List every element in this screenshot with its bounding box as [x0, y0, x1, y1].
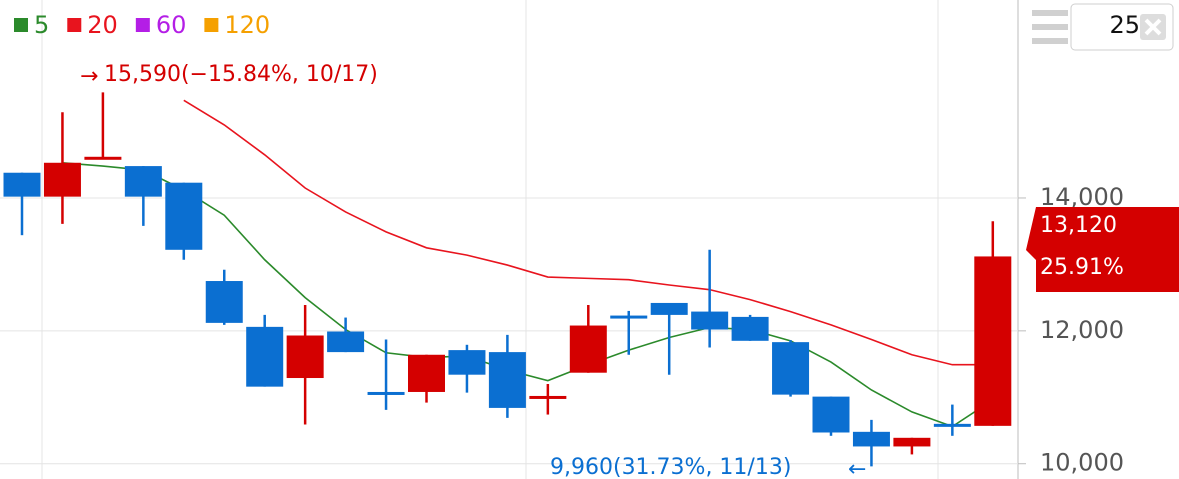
legend-swatch [14, 18, 28, 32]
candle-body [448, 350, 486, 375]
menu-icon[interactable] [1032, 10, 1068, 44]
candle-body [3, 172, 41, 197]
candle-body [246, 326, 284, 387]
legend-swatch [67, 18, 82, 32]
moving-averages [62, 99, 994, 428]
y-tick-label: 14,000 [1040, 183, 1124, 211]
candle-body [165, 182, 203, 250]
last-price: 13,120 [1040, 213, 1117, 238]
candle-body [124, 166, 162, 197]
low-arrow: ← [848, 457, 866, 479]
candle-body [488, 352, 526, 408]
candle-body [84, 156, 122, 160]
candle-body [852, 431, 890, 447]
candle-body [691, 311, 729, 330]
candle-body [772, 342, 810, 395]
price-box [1026, 207, 1179, 292]
candle-body [43, 162, 81, 197]
y-tick-label: 12,000 [1040, 316, 1124, 344]
menu-bar [1032, 38, 1068, 44]
legend-label: 60 [156, 11, 187, 39]
candle-body [812, 396, 850, 433]
legend-label: 5 [34, 11, 49, 39]
y-tick-label: 10,000 [1040, 449, 1124, 477]
candles [3, 92, 1012, 467]
candle-body [205, 281, 243, 323]
ma-line [62, 161, 994, 428]
candle-body [974, 256, 1012, 426]
candle-body [286, 335, 324, 379]
candle-body [327, 331, 365, 353]
legend-label: 20 [87, 11, 118, 39]
candle-body [933, 423, 971, 427]
legend-swatch [135, 18, 150, 32]
candle-body [650, 302, 688, 315]
clear-icon [1144, 18, 1162, 36]
menu-bar [1032, 10, 1068, 16]
candle-body [408, 354, 445, 392]
candle-body [367, 391, 405, 395]
candle-body [893, 437, 931, 447]
high-annotation: 15,590(−15.84%, 10/17) [104, 62, 378, 87]
legend-label: 120 [224, 11, 270, 39]
y-axis: 10,000 12,000 14,000 [1018, 183, 1124, 477]
candle-body [610, 315, 648, 319]
last-change: 25.91% [1040, 255, 1124, 280]
low-annotation: 9,960(31.73%, 11/13) [550, 455, 791, 479]
legend-swatch [204, 18, 219, 32]
candle-body [529, 395, 567, 399]
high-arrow: → [80, 64, 98, 89]
legend: 5 20 60 120 [14, 11, 270, 39]
menu-bar [1032, 24, 1068, 30]
ma-line [183, 99, 993, 366]
candle-body [731, 316, 769, 341]
count-value: 25 [1109, 11, 1140, 39]
candle-body [569, 325, 607, 373]
grid [0, 197, 1018, 465]
